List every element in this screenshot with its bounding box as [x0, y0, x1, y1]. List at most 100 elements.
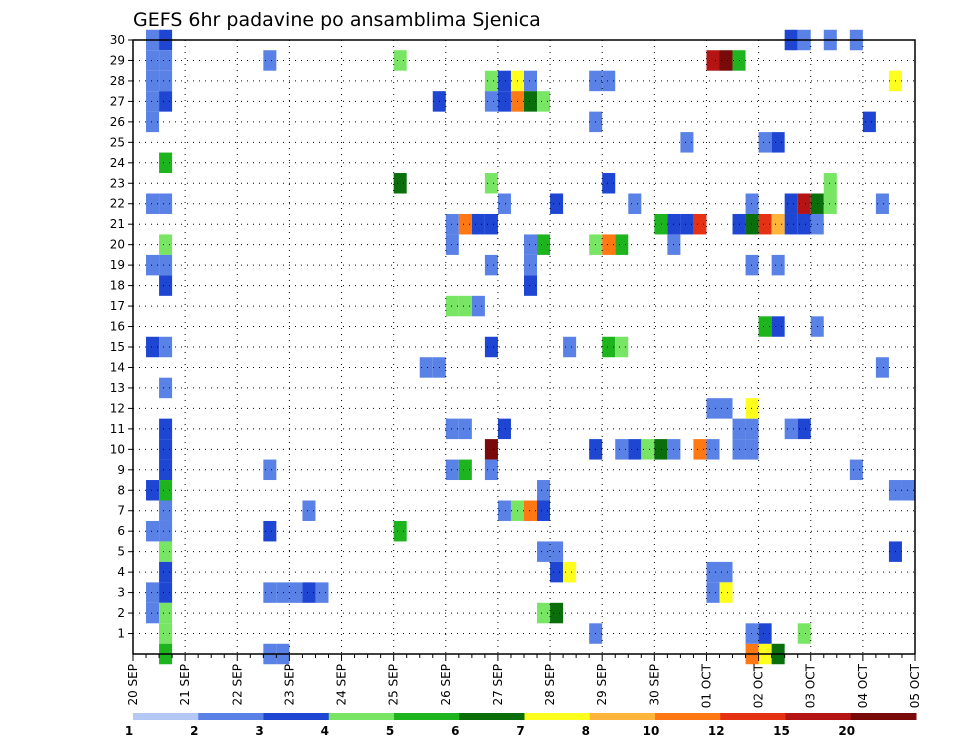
heatmap-cell	[706, 582, 720, 603]
legend-swatch	[459, 713, 525, 720]
heatmap-cell	[159, 377, 173, 399]
heatmap-cell	[706, 398, 720, 419]
heatmap-cell	[159, 418, 173, 440]
heatmap-cell	[159, 520, 173, 542]
heatmap-cell	[497, 193, 511, 214]
heatmap-cell	[146, 336, 160, 358]
y-tick-label: 14	[110, 360, 125, 374]
heatmap-cell	[159, 500, 173, 521]
heatmap-cell	[159, 439, 173, 460]
heatmap-cell	[393, 173, 407, 194]
x-tick-label: 30 SEP	[647, 664, 661, 706]
heatmap-cell	[758, 623, 772, 644]
heatmap-cell	[745, 439, 759, 460]
heatmap-cell	[263, 582, 277, 603]
x-tick-label: 25 SEP	[387, 664, 401, 706]
heatmap-cell	[524, 70, 538, 92]
heatmap-cell	[797, 418, 811, 440]
heatmap-cell	[771, 213, 785, 235]
legend-label: 20	[838, 724, 855, 738]
heatmap-cell	[497, 70, 511, 92]
y-tick-label: 22	[110, 197, 125, 211]
y-tick-label: 3	[117, 586, 125, 600]
heatmap-cell	[680, 213, 694, 235]
heatmap-cell	[524, 254, 538, 276]
heatmap-cell	[393, 50, 407, 71]
heatmap-cell	[719, 561, 733, 583]
heatmap-cell	[146, 70, 160, 92]
y-tick-label: 2	[117, 606, 125, 620]
legend-label: 6	[451, 724, 459, 738]
heatmap-cell	[823, 193, 837, 214]
heatmap-cell	[706, 439, 720, 460]
heatmap-cell	[315, 582, 329, 603]
legend-swatch	[850, 713, 917, 720]
heatmap-cell	[146, 50, 160, 71]
heatmap-cell	[445, 213, 459, 235]
heatmap-cell	[159, 50, 173, 71]
x-tick-label: 24 SEP	[335, 664, 349, 706]
heatmap-cell	[302, 500, 316, 521]
heatmap-cell	[497, 418, 511, 440]
chart-title: GEFS 6hr padavine po ansamblima Sjenica	[133, 9, 541, 31]
heatmap-cell	[445, 459, 459, 481]
heatmap-cell	[159, 91, 173, 112]
y-tick-label: 28	[110, 74, 125, 88]
heatmap-cell	[159, 602, 173, 624]
heatmap-cell	[628, 193, 642, 214]
heatmap-cell	[159, 561, 173, 583]
heatmap-cell	[524, 234, 538, 255]
heatmap-cell	[146, 254, 160, 276]
legend-swatch	[198, 713, 264, 720]
x-tick-label: 26 SEP	[439, 664, 453, 706]
heatmap-cell	[159, 152, 173, 174]
y-tick-label: 21	[110, 217, 125, 231]
heatmap-cell	[159, 275, 173, 296]
heatmap-cell	[680, 132, 694, 153]
heatmap-cell	[875, 357, 889, 378]
heatmap-cell	[146, 193, 160, 214]
heatmap-cell	[146, 111, 160, 133]
x-tick-label: 02 OCT	[752, 663, 766, 708]
x-tick-label: 29 SEP	[595, 664, 609, 706]
heatmap-cell	[537, 541, 551, 562]
y-tick-label: 13	[110, 381, 125, 395]
y-tick-label: 26	[110, 115, 125, 129]
y-tick-label: 10	[110, 442, 125, 456]
x-tick-label: 05 OCT	[908, 663, 922, 708]
heatmap-cell	[497, 91, 511, 112]
y-tick-label: 25	[110, 135, 125, 149]
heatmap-cell	[823, 173, 837, 194]
heatmap-cell	[159, 70, 173, 92]
heatmap-cell	[771, 132, 785, 153]
heatmap-cell	[719, 398, 733, 419]
heatmap-cell	[484, 173, 498, 194]
heatmap-cell	[263, 520, 277, 542]
y-tick-label: 7	[117, 504, 125, 518]
heatmap-cell	[602, 234, 616, 255]
heatmap-cell	[602, 336, 616, 358]
legend-swatch	[655, 713, 721, 720]
y-tick-label: 11	[110, 422, 125, 436]
x-tick-label: 20 SEP	[126, 664, 140, 706]
heatmap-cell	[159, 480, 173, 501]
heatmap-cell	[719, 50, 733, 71]
heatmap-cell	[146, 582, 160, 603]
legend-swatch	[263, 713, 330, 720]
legend-swatch	[133, 713, 199, 720]
heatmap-cell	[615, 234, 629, 255]
heatmap-cell	[758, 213, 772, 235]
heatmap-cell	[458, 213, 472, 235]
x-tick-label: 28 SEP	[543, 664, 557, 706]
heatmap-cell	[159, 541, 173, 562]
y-tick-label: 27	[110, 94, 125, 108]
heatmap-cell	[159, 336, 173, 358]
heatmap-cell	[758, 132, 772, 153]
heatmap-cell	[146, 480, 160, 501]
heatmap-cell	[563, 561, 577, 583]
heatmap-cell	[615, 439, 629, 460]
y-tick-label: 9	[117, 463, 125, 477]
heatmap-cell	[745, 213, 759, 235]
heatmap-cell	[862, 111, 876, 133]
heatmap-cell	[771, 254, 785, 276]
